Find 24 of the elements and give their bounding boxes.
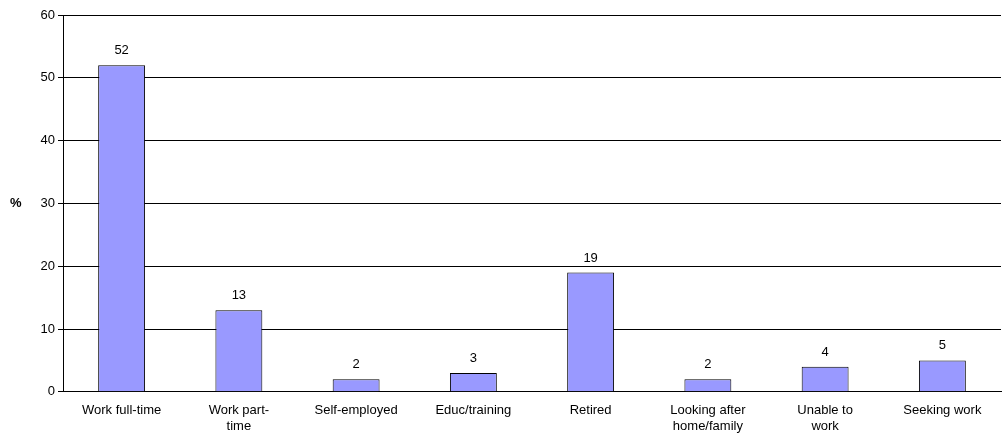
y-tick-label: 40 [40, 132, 55, 148]
x-tick-label: Educ/training [435, 402, 512, 418]
data-label: 52 [114, 42, 129, 58]
y-tick-label: 60 [40, 6, 55, 22]
x-tick-label: Seeking work [903, 402, 982, 418]
x-tick-label: Looking after home/family [670, 402, 747, 433]
data-label: 19 [583, 249, 598, 265]
y-tick-label: 30 [40, 194, 55, 210]
data-label: 2 [704, 356, 712, 372]
data-label: 3 [469, 350, 477, 366]
data-label: 2 [352, 356, 360, 372]
x-tick-label: Work part- time [208, 402, 270, 433]
y-tick-label: 0 [47, 383, 55, 399]
x-tick-label: Retired [569, 402, 612, 418]
x-tick-label: Unable to work [797, 402, 853, 433]
y-tick-label: 20 [40, 257, 55, 273]
y-tick-label: 50 [40, 69, 55, 85]
data-label: 4 [821, 343, 829, 359]
y-axis-title: % [10, 194, 22, 210]
data-label: 13 [231, 287, 247, 303]
data-label: 5 [938, 337, 946, 353]
x-tick-label: Self-employed [314, 402, 398, 418]
x-tick-label: Work full-time [82, 402, 162, 418]
y-tick-label: 10 [40, 320, 55, 336]
